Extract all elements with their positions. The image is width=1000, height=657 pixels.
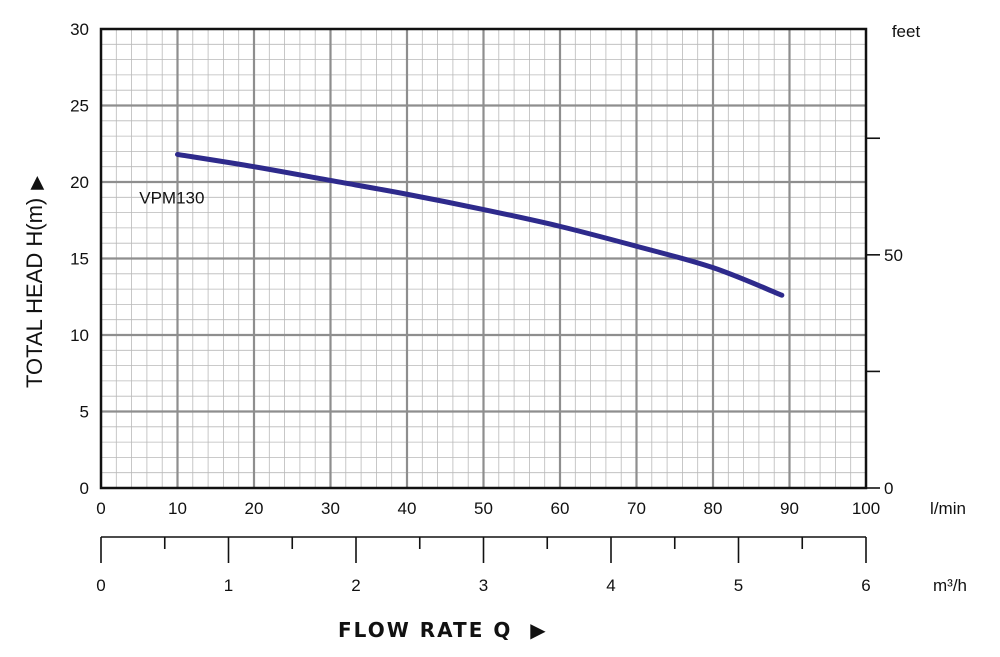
feet-tick-label: 0 — [884, 479, 893, 498]
m3h-tick-label: 3 — [479, 576, 488, 595]
x-tick-label: 50 — [474, 499, 493, 518]
m3h-tick-label: 4 — [606, 576, 615, 595]
series-line-vpm130 — [175, 151, 785, 298]
series-layer: VPM130 — [139, 151, 785, 298]
x2-unit-label: m³/h — [933, 576, 967, 595]
x-tick-label: 90 — [780, 499, 799, 518]
y-tick-label: 30 — [70, 20, 89, 39]
y-tick-label: 0 — [80, 479, 89, 498]
x-axis-ticks: 0 10 20 30 40 50 60 70 80 90 100 — [96, 499, 880, 518]
y-tick-label: 10 — [70, 326, 89, 345]
x-axis-title: FLOW RATE Q ▶ — [338, 618, 548, 642]
series-label-vpm130: VPM130 — [139, 188, 204, 207]
x-tick-label: 30 — [321, 499, 340, 518]
m3h-tick-label: 6 — [861, 576, 870, 595]
x-tick-label: 40 — [398, 499, 417, 518]
y-tick-label: 15 — [70, 250, 89, 269]
x-tick-label: 80 — [704, 499, 723, 518]
y2-unit-label: feet — [892, 22, 921, 41]
m3h-tick-label: 1 — [224, 576, 233, 595]
x-tick-label: 10 — [168, 499, 187, 518]
y-tick-label: 20 — [70, 173, 89, 192]
x-tick-label: 20 — [245, 499, 264, 518]
major-gridlines — [101, 29, 866, 488]
plot-frame — [99, 27, 868, 490]
m3h-tick-label: 0 — [96, 576, 105, 595]
y-axis-ticks: 0 5 10 15 20 25 30 — [70, 20, 89, 498]
x-tick-label: 60 — [551, 499, 570, 518]
x-tick-label: 0 — [96, 499, 105, 518]
m3h-tick-label: 5 — [734, 576, 743, 595]
feet-tick-label: 50 — [884, 246, 903, 265]
x-tick-label: 70 — [627, 499, 646, 518]
x-unit-label: l/min — [930, 499, 966, 518]
y-axis-title: TOTAL HEAD H(m)▶ — [22, 176, 47, 388]
y-tick-label: 5 — [80, 403, 89, 422]
feet-axis-ticks: 0 50 — [866, 137, 903, 498]
x-tick-label: 100 — [852, 499, 880, 518]
y-tick-label: 25 — [70, 97, 89, 116]
m3h-axis: 0 1 2 3 4 5 6 — [96, 536, 871, 595]
m3h-tick-label: 2 — [351, 576, 360, 595]
